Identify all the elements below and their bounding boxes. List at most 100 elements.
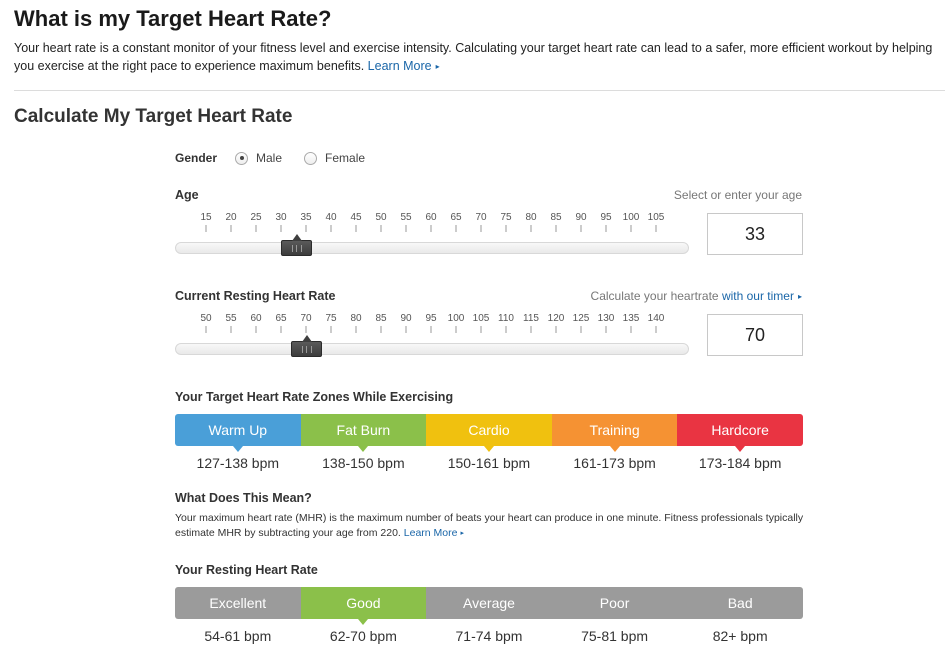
tick-mark xyxy=(380,225,382,232)
resting-zones-values: 54-61 bpm 62-70 bpm 71-74 bpm 75-81 bpm 82+ … xyxy=(175,628,803,644)
target-zone-value: 150-161 bpm xyxy=(447,455,531,471)
gender-female-radio[interactable] xyxy=(304,151,318,165)
resting-hr-input[interactable] xyxy=(707,314,803,356)
learn-more-link[interactable]: Learn More ▸ xyxy=(368,59,440,73)
resting-zone-value: 71-74 bpm xyxy=(455,628,523,644)
target-zone-warm-up: Warm Up xyxy=(175,414,301,452)
tick-label: 40 xyxy=(325,212,337,223)
tick-mark xyxy=(580,326,582,333)
learn-more-label: Learn More xyxy=(367,59,432,73)
pointer-down-icon xyxy=(735,446,746,452)
tick-label: 95 xyxy=(600,212,612,223)
tick-mark xyxy=(305,225,307,232)
age-hint: Select or enter your age xyxy=(673,188,802,202)
page-title: What is my Target Heart Rate? xyxy=(14,6,332,31)
tick-label: 15 xyxy=(200,212,212,223)
tick-mark xyxy=(380,326,382,333)
grip-icon xyxy=(302,346,312,353)
tick-label: 120 xyxy=(547,313,565,324)
meaning-learn-more-link[interactable]: Learn More ▸ xyxy=(404,527,464,539)
pointer-down-icon xyxy=(358,619,369,625)
tick-mark xyxy=(655,326,657,333)
tick-mark xyxy=(355,225,357,232)
tick-mark xyxy=(555,225,557,232)
resting-zone-value: 82+ bpm xyxy=(712,628,768,644)
target-zones-bar: Warm Up Fat Burn Cardio Training Hardcore xyxy=(175,414,803,452)
arrow-right-icon: ▸ xyxy=(460,530,464,537)
gender-male-label[interactable]: Male xyxy=(256,151,283,165)
target-zone-value: 138-150 bpm xyxy=(322,455,405,471)
tick-label: 20 xyxy=(225,212,237,223)
tick-label: 50 xyxy=(200,313,212,324)
age-label: Age xyxy=(175,188,199,202)
resting-zone-label: Good xyxy=(346,595,381,611)
target-zone-value: 173-184 bpm xyxy=(698,455,782,471)
tick-mark xyxy=(280,326,282,333)
gender-male-radio[interactable] xyxy=(235,151,249,165)
gender-label: Gender xyxy=(175,151,218,165)
gender-female-label[interactable]: Female xyxy=(325,151,366,165)
tick-label: 50 xyxy=(375,212,387,223)
resting-hr-hint: Calculate your heartrate with our timer ▸ xyxy=(591,289,802,303)
tick-label: 130 xyxy=(597,313,615,324)
resting-hr-slider-track[interactable] xyxy=(175,343,689,355)
resting-zone-excellent: Excellent xyxy=(175,587,301,619)
tick-label: 55 xyxy=(400,212,412,223)
tick-mark xyxy=(580,225,582,232)
tick-label: 100 xyxy=(622,212,640,223)
tick-label: 45 xyxy=(350,212,362,223)
tick-mark xyxy=(330,326,332,333)
resting-hr-slider-handle[interactable] xyxy=(291,335,322,357)
tick-label: 75 xyxy=(325,313,337,324)
resting-zones-title: Your Resting Heart Rate xyxy=(175,563,318,577)
age-slider-track[interactable] xyxy=(175,242,689,254)
tick-label: 80 xyxy=(350,313,362,324)
tick-label: 75 xyxy=(500,212,512,223)
resting-zone-poor: Poor xyxy=(551,587,678,619)
tick-label: 60 xyxy=(425,212,437,223)
resting-zone-label: Average xyxy=(463,595,515,611)
timer-link[interactable]: with our timer ▸ xyxy=(722,289,802,303)
tick-label: 115 xyxy=(523,313,539,324)
target-zone-label: Fat Burn xyxy=(336,422,391,438)
resting-zone-value: 75-81 bpm xyxy=(581,628,649,644)
pointer-down-icon xyxy=(483,446,494,452)
tick-mark xyxy=(255,326,257,333)
tick-label: 25 xyxy=(250,212,262,223)
tick-label: 35 xyxy=(300,212,312,223)
arrow-right-icon: ▸ xyxy=(435,62,440,71)
tick-mark xyxy=(530,225,532,232)
calculator-title: Calculate My Target Heart Rate xyxy=(14,106,293,127)
target-zone-hardcore: Hardcore xyxy=(677,414,803,452)
resting-zone-value: 62-70 bpm xyxy=(329,628,397,644)
resting-zone-label: Excellent xyxy=(209,595,267,611)
tick-label: 100 xyxy=(447,313,465,324)
tick-mark xyxy=(430,326,432,333)
tick-mark xyxy=(505,225,507,232)
tick-mark xyxy=(480,225,482,232)
tick-mark xyxy=(655,225,657,232)
target-zones-values: 127-138 bpm 138-150 bpm 150-161 bpm 161-173… xyxy=(175,455,803,471)
tick-mark xyxy=(455,326,457,333)
tick-label: 135 xyxy=(622,313,640,324)
tick-label: 95 xyxy=(425,313,437,324)
meaning-text: Your maximum heart rate (MHR) is the max… xyxy=(175,512,804,539)
resting-zone-value: 54-61 bpm xyxy=(204,628,272,644)
divider xyxy=(14,90,945,91)
tick-mark xyxy=(480,326,482,333)
age-input[interactable] xyxy=(707,213,803,255)
age-slider-handle[interactable] xyxy=(281,234,312,256)
tick-mark xyxy=(330,225,332,232)
tick-mark xyxy=(630,326,632,333)
resting-hr-label: Current Resting Heart Rate xyxy=(175,289,336,303)
tick-mark xyxy=(230,225,232,232)
target-zone-value: 161-173 bpm xyxy=(573,455,656,471)
gender-row: Gender Male Female xyxy=(175,151,387,165)
tick-label: 90 xyxy=(400,313,412,324)
tick-label: 65 xyxy=(275,313,287,324)
tick-label: 110 xyxy=(498,313,514,324)
target-zone-value: 127-138 bpm xyxy=(196,455,280,471)
target-zone-fat-burn: Fat Burn xyxy=(300,414,427,452)
resting-zone-good: Good xyxy=(300,587,427,625)
pointer-down-icon xyxy=(358,446,369,452)
